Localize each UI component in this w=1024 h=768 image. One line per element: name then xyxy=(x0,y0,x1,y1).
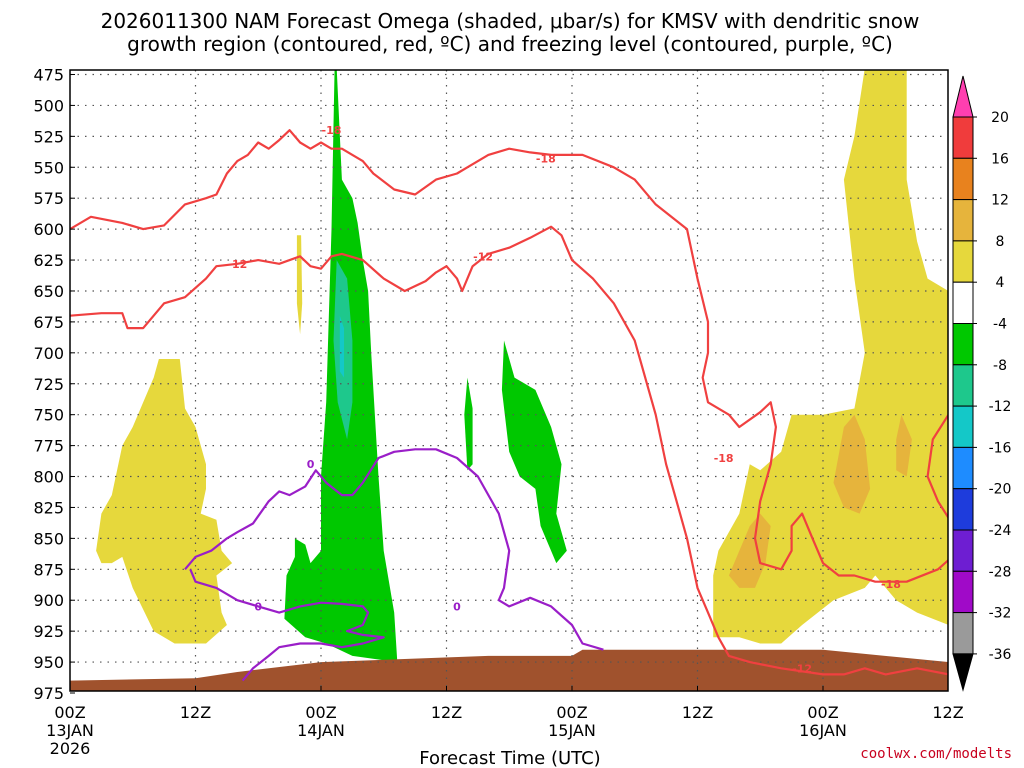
y-tick-label: 850 xyxy=(33,529,64,548)
shade-sinking-west xyxy=(96,359,233,644)
colorbar-label: 8 xyxy=(996,234,1005,250)
x-tick-label: 12Z xyxy=(431,703,462,722)
colorbar-segment xyxy=(952,157,974,201)
colorbar-label: -12 xyxy=(989,399,1012,415)
shade-sinking-strong-2 xyxy=(833,414,871,514)
x-tick-date: 13JAN xyxy=(46,721,94,740)
y-tick-label: 925 xyxy=(33,622,64,641)
colorbar: 20 16 12 8 4 -4 -8 -12 -16 -20 -24 -28 -32 -36 xyxy=(952,75,1012,692)
x-tick-label: 00Z xyxy=(807,703,838,722)
contour-label: -12 xyxy=(792,662,812,675)
colorbar-segment xyxy=(952,323,974,366)
chart-title-line2: growth region (contoured, red, ºC) and f… xyxy=(127,32,893,56)
colorbar-label: -16 xyxy=(989,440,1012,456)
x-tick-date: 15JAN xyxy=(548,721,596,740)
y-tick-label: 775 xyxy=(33,437,64,456)
contour-line xyxy=(184,448,604,651)
y-tick-label: 675 xyxy=(33,313,64,332)
contour-label: 0 xyxy=(453,600,461,613)
x-tick-label: 00Z xyxy=(305,703,336,722)
colorbar-label: -20 xyxy=(989,482,1012,498)
x-axis-label: Forecast Time (UTC) xyxy=(419,748,600,768)
shade-rising-center xyxy=(339,315,344,378)
contour-label: -12 xyxy=(473,250,493,263)
y-tick-label: 500 xyxy=(33,96,64,115)
colorbar-segment xyxy=(952,281,974,325)
y-tick-label: 825 xyxy=(33,498,64,517)
colorbar-label: -24 xyxy=(989,523,1012,539)
x-tick-date: 14JAN xyxy=(297,721,345,740)
x-tick-label: 12Z xyxy=(932,703,963,722)
x-tick-year: 2026 xyxy=(50,739,91,758)
colorbar-top-arrow xyxy=(952,75,974,118)
colorbar-segment xyxy=(952,199,974,242)
contour-label: -18 xyxy=(714,452,734,465)
colorbar-segment xyxy=(952,612,974,655)
y-tick-label: 575 xyxy=(33,189,64,208)
y-tick-label: 900 xyxy=(33,591,64,610)
y-tick-label: 550 xyxy=(33,158,64,177)
contour-line xyxy=(189,568,385,682)
ground-fill xyxy=(70,649,948,691)
shade-rising-band xyxy=(501,340,567,564)
colorbar-segment xyxy=(952,570,974,614)
shade-sinking-strong-3 xyxy=(896,414,912,477)
x-tick-label: 00Z xyxy=(556,703,587,722)
contour-label: -18 xyxy=(322,124,342,137)
colorbar-segment xyxy=(952,116,974,159)
y-tick-label: 625 xyxy=(33,251,64,270)
contour-label: -12 xyxy=(227,258,247,271)
omega-shading xyxy=(96,70,948,663)
plot-frame xyxy=(69,69,949,692)
y-tick-label: 975 xyxy=(33,684,64,703)
contour-label: -18 xyxy=(536,153,556,166)
y-tick-label: 700 xyxy=(33,344,64,363)
colorbar-segment xyxy=(952,364,974,407)
y-tick-label: 525 xyxy=(33,127,64,146)
colorbar-bottom-arrow xyxy=(952,653,974,692)
credit-text: coolwx.com/modelts xyxy=(860,746,1012,762)
x-tick-label: 12Z xyxy=(682,703,713,722)
colorbar-label: 16 xyxy=(991,151,1009,167)
chart-title-line1: 2026011300 NAM Forecast Omega (shaded, μ… xyxy=(101,9,920,33)
colorbar-label: 12 xyxy=(991,193,1009,209)
contour-line xyxy=(70,129,948,583)
contour-line xyxy=(70,225,948,676)
shade-sinking-east xyxy=(713,70,948,644)
x-tick-label: 00Z xyxy=(54,703,85,722)
colorbar-segment xyxy=(952,529,974,572)
y-tick-label: 475 xyxy=(33,66,64,85)
y-tick-label: 750 xyxy=(33,406,64,425)
colorbar-label: 4 xyxy=(996,275,1005,291)
colorbar-label: 20 xyxy=(991,110,1009,126)
colorbar-label: -36 xyxy=(989,647,1012,663)
contour-label: -18 xyxy=(881,578,901,591)
colorbar-label: -28 xyxy=(989,564,1012,580)
y-tick-label: 800 xyxy=(33,468,64,487)
y-tick-label: 600 xyxy=(33,220,64,239)
colorbar-label: -4 xyxy=(993,317,1007,333)
colorbar-segment xyxy=(952,446,974,490)
x-tick-date: 16JAN xyxy=(799,721,847,740)
y-tick-label: 650 xyxy=(33,282,64,301)
shade-rising-mid xyxy=(464,377,473,471)
colorbar-segment xyxy=(952,240,974,283)
colorbar-segment xyxy=(952,488,974,531)
contour-label: 0 xyxy=(307,458,315,471)
y-tick-label: 725 xyxy=(33,375,64,394)
shade-sinking-sliver xyxy=(296,235,303,335)
y-tick-label: 950 xyxy=(33,653,64,672)
colorbar-label: -32 xyxy=(989,606,1012,622)
terrain xyxy=(70,649,948,691)
colorbar-segment xyxy=(952,405,974,448)
colorbar-label: -8 xyxy=(993,358,1007,374)
y-tick-label: 875 xyxy=(33,560,64,579)
y-axis: 475 500 525 550 575 600 625 650 675 700 725 750 775 8… xyxy=(33,66,75,703)
x-tick-label: 12Z xyxy=(180,703,211,722)
